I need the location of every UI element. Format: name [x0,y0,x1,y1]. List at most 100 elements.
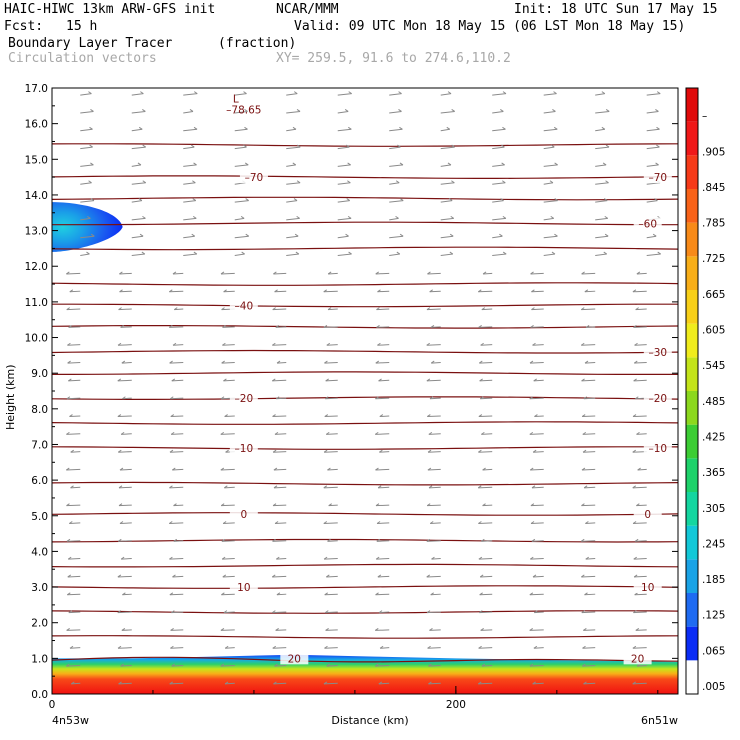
circulation-vector [492,180,506,185]
circulation-vector [68,378,81,382]
circulation-vector [595,180,609,185]
circulation-vector [646,198,658,203]
circulation-vector [324,414,338,418]
contour-line [52,196,678,201]
circulation-vector [440,162,452,167]
colorbar-label: .245 [702,538,725,550]
circulation-vector [584,360,596,364]
contour-label: 0 [240,509,247,521]
circulation-vector [583,681,596,685]
circulation-vector [543,144,555,150]
forecast-label: Fcst: [4,19,44,34]
circulation-vector [220,503,235,507]
circulation-vector [529,556,544,560]
circulation-vector [170,645,184,649]
circulation-vector [636,503,647,507]
circulation-vector [172,342,184,346]
contour-line [52,246,678,251]
circulation-vector [429,521,441,524]
circulation-vector [80,109,94,114]
circulation-vector [131,251,146,257]
circulation-vector [220,663,235,667]
circulation-vector [169,360,184,364]
circulation-vector [543,109,556,114]
x-end-location: 6n51w [641,714,678,727]
circulation-vector [323,325,338,328]
circulation-vector [337,162,351,167]
circulation-vector [585,521,596,524]
circulation-vector [234,198,249,203]
circulation-vector [429,396,441,400]
circulation-vector [221,556,235,560]
circulation-vector [375,396,390,400]
circulation-vector [595,91,606,96]
circulation-vector [118,503,132,507]
circulation-vector [646,251,661,257]
circulation-vector [70,485,81,489]
circulation-vector [286,198,298,203]
circulation-vector [479,610,493,614]
circulation-vector [389,144,401,150]
colorbar-swatch [686,357,698,391]
boundary-layer-tracer-region [52,654,678,694]
colorbar-frame [685,87,699,695]
circulation-vector [326,342,338,346]
circulation-vector [377,485,390,489]
circulation-vector [276,592,287,596]
circulation-vector [480,342,493,346]
circulation-vector [440,198,453,203]
circulation-vector [325,628,338,631]
y-tick-label: 11.0 [25,297,48,309]
circulation-vector [479,592,493,596]
circulation-vector [326,663,338,667]
circulation-vector [426,307,441,311]
colorbar-label: .005 [702,681,725,693]
colorbar-label: .065 [702,645,725,657]
circulation-vector [430,592,441,596]
circulation-vector [426,538,441,542]
circulation-vector [234,109,248,114]
y-tick-label: 4.0 [31,546,48,558]
circulation-vector [440,144,455,150]
circulation-vector [428,485,441,489]
x-start-location: 4n53w [52,714,89,727]
colorbar-label: .185 [702,574,725,586]
circulation-vector [479,396,493,400]
circulation-vector [169,681,184,685]
circulation-vector [530,271,544,275]
circulation-vector [286,180,301,185]
circulation-vector [379,414,390,418]
circulation-vector [69,645,81,649]
x-axis: 0 200 [49,686,659,711]
contour-label-bg [643,392,672,405]
circulation-vector [543,233,558,239]
colorbar-swatch [686,88,698,122]
circulation-vector [632,485,647,489]
circulation-vector [426,610,441,614]
circulation-vector [323,556,338,560]
colorbar-label: .905 [702,146,725,158]
circulation-vector [80,251,90,257]
colorbar-swatch [686,559,698,593]
circulation-vector [274,521,287,524]
y-axis: 0.0 1.0 2.0 3.0 4.0 5.0 6.0 7.0 8.0 9.0 10.0 11.0 12… [25,83,678,701]
circulation-vector [636,271,647,275]
circulation-vector [327,307,338,311]
circulation-vector [171,663,184,667]
circulation-vector [117,342,132,346]
circulation-vector [169,325,184,328]
circulation-vector [234,233,250,239]
circulation-vector [543,91,557,96]
circulation-vector [529,628,544,631]
circulation-vector [131,126,143,132]
circulation-vector [374,431,390,435]
circulation-vector [66,431,81,435]
circulation-vector [481,663,493,667]
init-time: Init: 18 UTC Sun 17 May 15 [514,2,718,17]
colorbar-swatch [686,660,698,694]
circulation-vector [389,126,403,132]
circulation-vector [234,144,247,150]
valid-time: Valid: 09 UTC Mon 18 May 15 (06 LST Mon … [294,19,686,34]
contour-line [52,349,678,354]
colorbar-label: .605 [702,325,725,337]
